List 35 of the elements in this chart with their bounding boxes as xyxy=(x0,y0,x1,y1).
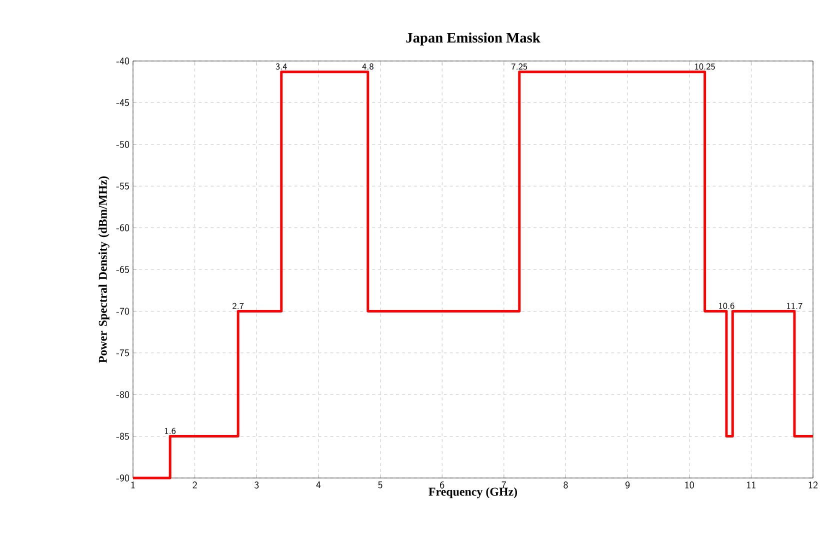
annotation: 10.6 xyxy=(719,302,734,310)
annotation: 11.7 xyxy=(787,302,802,310)
x-tick-label: 4 xyxy=(316,482,321,488)
y-tick-label: -45 xyxy=(116,99,129,106)
y-tick-label: -40 xyxy=(116,58,130,64)
annotation: 7.25 xyxy=(512,63,528,70)
annotation: 4.8 xyxy=(362,63,374,70)
y-axis-title: Power Spectral Density (dBm/MHz) xyxy=(98,176,110,363)
line-series xyxy=(132,70,814,480)
x-tick-label: 10 xyxy=(685,482,694,488)
y-tick-label: -80 xyxy=(116,391,130,398)
x-tick-label: 5 xyxy=(378,482,382,488)
x-tick-label: 11 xyxy=(747,482,756,488)
annotation: 2.7 xyxy=(232,302,244,310)
y-tick-label: -60 xyxy=(116,224,130,232)
x-tick-label: 9 xyxy=(625,482,630,488)
y-tick-label: -65 xyxy=(116,266,129,273)
annotation: 3.4 xyxy=(276,63,287,70)
y-tick-label: -50 xyxy=(116,140,130,148)
y-tick-label: -75 xyxy=(116,350,129,356)
y-tick-label: -55 xyxy=(116,182,129,190)
chart-title: Japan Emission Mask xyxy=(406,32,540,46)
x-axis-title: Frequency (GHz) xyxy=(428,487,518,498)
x-tick-label: 3 xyxy=(254,482,259,488)
x-tick-label: 12 xyxy=(808,482,818,488)
annotation: 1.6 xyxy=(165,428,176,434)
y-tick-label: -90 xyxy=(116,474,130,482)
annotation: 10.25 xyxy=(695,63,715,70)
x-tick-label: 7 xyxy=(502,482,506,488)
x-tick-label: 1 xyxy=(131,482,135,488)
x-tick-label: 8 xyxy=(564,482,568,488)
y-tick-label: -70 xyxy=(116,308,130,315)
x-tick-label: 2 xyxy=(192,482,197,488)
x-tick-label: 6 xyxy=(440,482,444,488)
y-tick-label: -85 xyxy=(116,432,129,440)
